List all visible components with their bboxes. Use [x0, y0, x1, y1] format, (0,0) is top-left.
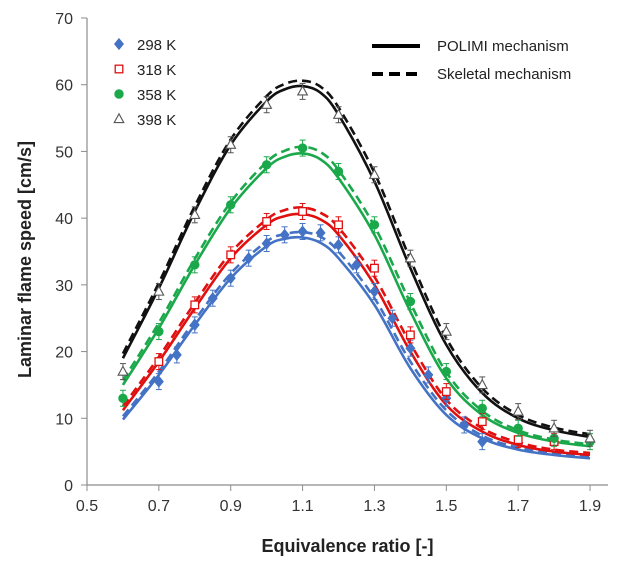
- polimi-curve-398k: [121, 84, 591, 439]
- data-point-298k-8: [297, 225, 308, 238]
- y-tick-label-3: 30: [55, 278, 73, 295]
- data-point-358k-1: [154, 326, 164, 337]
- legend-label-2: 358 K: [137, 87, 176, 104]
- data-point-358k-6: [333, 166, 344, 177]
- data-point-318k-2: [226, 250, 236, 260]
- data-point-298k-5: [243, 252, 254, 265]
- data-point-358k-0: [118, 393, 128, 403]
- data-point-318k-8: [441, 387, 451, 397]
- x-tick-label-5: 1.5: [435, 498, 457, 515]
- data-point-318k-10: [513, 435, 523, 445]
- data-point-358k-4: [261, 160, 272, 170]
- data-point-358k-5: [297, 143, 308, 153]
- legend: 298 K 318 K 358 K 398 K POLIMI mechanism Skel…: [113, 37, 571, 129]
- legend-label-3: 398 K: [137, 112, 176, 129]
- legend-marker-1: [114, 64, 124, 74]
- polimi-curve-318k: [121, 212, 591, 457]
- data-point-298k-3: [207, 292, 218, 305]
- y-tick-label-6: 60: [55, 78, 73, 95]
- data-point-398k-7: [368, 168, 381, 179]
- data-point-298k-13: [387, 312, 398, 325]
- data-point-298k-9: [315, 226, 326, 239]
- data-point-298k-12: [369, 285, 380, 298]
- data-point-318k-7: [405, 330, 415, 340]
- legend-marker-0: [114, 37, 124, 51]
- y-tick-label-7: 70: [55, 11, 73, 28]
- data-point-398k-11: [512, 405, 524, 416]
- data-point-318k-4: [298, 207, 308, 216]
- data-point-298k-11: [351, 258, 362, 271]
- data-point-398k-12: [548, 421, 560, 433]
- x-tick-label-6: 1.7: [507, 498, 529, 515]
- data-point-298k-7: [279, 228, 290, 241]
- data-point-318k-1: [190, 300, 200, 310]
- legend-line-label-1: Skeletal mechanism: [437, 66, 571, 83]
- legend-label-0: 298 K: [137, 37, 176, 54]
- x-tick-label-1: 0.7: [148, 498, 170, 515]
- data-point-298k-0: [153, 375, 164, 388]
- data-point-398k-5: [296, 85, 309, 96]
- data-point-358k-2: [190, 260, 200, 270]
- data-point-318k-5: [334, 220, 343, 230]
- y-tick-label-1: 10: [55, 411, 73, 428]
- data-point-398k-8: [404, 251, 417, 263]
- data-point-298k-14: [405, 342, 416, 355]
- data-point-318k-6: [369, 263, 379, 273]
- x-tick-label-7: 1.9: [579, 498, 601, 515]
- legend-label-1: 318 K: [137, 62, 176, 79]
- skeletal-curve-358k: [121, 145, 591, 446]
- data-point-298k-18: [477, 435, 488, 448]
- y-tick-label-0: 0: [64, 478, 73, 495]
- polimi-curve-358k: [121, 152, 591, 448]
- skeletal-curve-298k: [121, 230, 591, 458]
- data-point-398k-2: [189, 208, 201, 219]
- data-point-298k-6: [261, 237, 272, 250]
- data-point-358k-3: [226, 200, 236, 210]
- legend-line-label-0: POLIMI mechanism: [437, 38, 569, 55]
- data-point-358k-11: [513, 423, 523, 433]
- x-tick-label-2: 0.9: [220, 498, 242, 515]
- data-point-298k-17: [459, 418, 470, 432]
- data-point-398k-9: [440, 325, 453, 336]
- x-tick-label-4: 1.3: [363, 498, 385, 515]
- x-tick-label-0: 0.5: [76, 498, 98, 515]
- y-tick-label-2: 20: [55, 345, 73, 362]
- data-point-358k-7: [369, 220, 380, 230]
- data-point-298k-2: [189, 318, 200, 331]
- data-point-398k-1: [153, 285, 165, 296]
- x-tick-label-3: 1.1: [291, 498, 313, 515]
- legend-marker-2: [114, 89, 124, 99]
- data-point-398k-0: [117, 365, 129, 376]
- data-point-358k-9: [441, 366, 452, 377]
- data-point-398k-10: [476, 378, 488, 390]
- data-point-298k-10: [333, 238, 344, 251]
- plot-area: 0.5 0.7 0.9 1.1 1.3 1.5 1.7 1.9 0 10 20 30 40 50 60 70: [55, 11, 608, 515]
- data-point-318k-3: [262, 217, 272, 226]
- legend-marker-3: [113, 112, 125, 124]
- data-point-298k-15: [423, 368, 434, 381]
- data-point-358k-10: [477, 403, 487, 413]
- data-point-298k-1: [171, 348, 182, 361]
- y-axis-title: Laminar flame speed [cm/s]: [15, 141, 35, 378]
- data-point-298k-4: [225, 272, 236, 285]
- data-point-398k-6: [332, 108, 345, 119]
- data-point-398k-4: [260, 98, 273, 109]
- data-point-358k-8: [405, 296, 416, 307]
- data-point-398k-3: [224, 138, 237, 149]
- data-point-318k-0: [154, 357, 164, 367]
- data-point-398k-13: [584, 431, 596, 443]
- y-tick-label-5: 50: [55, 144, 73, 161]
- data-point-318k-9: [477, 417, 487, 427]
- y-tick-label-4: 40: [55, 211, 73, 228]
- skeletal-curve-398k: [121, 79, 591, 436]
- x-axis-title: Equivalence ratio [-]: [261, 536, 433, 556]
